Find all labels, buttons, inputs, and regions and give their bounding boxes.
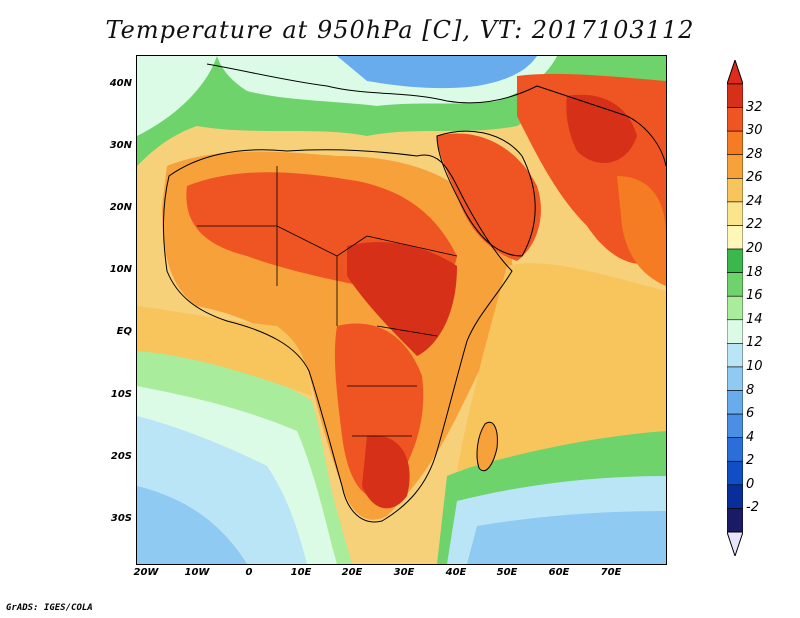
lon-label: 70E bbox=[600, 567, 622, 578]
indian-ocean-tropical bbox=[457, 263, 666, 471]
colorbar-min-arrow bbox=[727, 531, 743, 556]
lat-label: 40N bbox=[109, 78, 132, 89]
colorbar-bin bbox=[727, 319, 743, 344]
lon-label: 20E bbox=[341, 567, 363, 578]
colorbar-bin bbox=[727, 130, 743, 156]
lon-label: 10E bbox=[290, 567, 312, 578]
lon-label: 20W bbox=[133, 567, 159, 578]
colorbar-bin bbox=[727, 201, 743, 226]
colorbar-bin bbox=[727, 295, 743, 321]
north-atlantic-cold bbox=[137, 56, 217, 136]
colorbar-bin bbox=[727, 366, 743, 391]
colorbar-label: 0 bbox=[746, 476, 755, 492]
lat-label: 30S bbox=[110, 513, 132, 524]
colorbar-max-arrow bbox=[727, 60, 743, 85]
colorbar-label: -2 bbox=[746, 500, 759, 516]
lon-label: 10W bbox=[184, 567, 210, 578]
lon-label: 50E bbox=[496, 567, 518, 578]
temperature-map bbox=[137, 56, 666, 564]
africa-coastline bbox=[163, 149, 513, 523]
colorbar-label: 10 bbox=[746, 358, 763, 374]
lon-label: 40E bbox=[445, 567, 467, 578]
colorbar-label: 20 bbox=[746, 241, 763, 257]
madagascar bbox=[476, 421, 498, 472]
colorbar-bin bbox=[727, 225, 743, 250]
india-warm bbox=[617, 176, 666, 286]
colorbar-bin bbox=[727, 484, 743, 509]
lat-label: 30N bbox=[109, 140, 132, 151]
colorbar-label: 22 bbox=[746, 217, 763, 233]
colorbar-bin bbox=[727, 343, 743, 368]
colorbar-label: 14 bbox=[746, 311, 763, 327]
country-borders bbox=[197, 166, 458, 437]
asia-coastline bbox=[536, 85, 666, 167]
lat-label: 10S bbox=[110, 389, 132, 400]
colorbar-bin bbox=[727, 508, 743, 533]
colorbar-label: 18 bbox=[746, 264, 763, 280]
lon-label: 30E bbox=[393, 567, 415, 578]
map-panel bbox=[136, 55, 667, 565]
arabia-coastline bbox=[436, 130, 536, 257]
colorbar-label: 16 bbox=[746, 288, 763, 304]
colorbar-label: 8 bbox=[746, 382, 755, 398]
colorbar-bin bbox=[727, 178, 743, 203]
lat-label: 20N bbox=[109, 202, 132, 213]
colorbar-label: 30 bbox=[746, 123, 763, 139]
colorbar-bin bbox=[727, 272, 743, 297]
colorbar-label: 6 bbox=[746, 406, 755, 422]
lon-label: 60E bbox=[548, 567, 570, 578]
colorbar-bin bbox=[727, 437, 743, 462]
colorbar-bin bbox=[727, 154, 743, 179]
gulf-of-guinea bbox=[137, 306, 312, 396]
colorbar-label: 4 bbox=[746, 429, 755, 445]
colorbar bbox=[727, 60, 743, 556]
colorbar-label: 12 bbox=[746, 335, 763, 351]
lon-label: 0 bbox=[245, 567, 253, 578]
colorbar-bin bbox=[727, 413, 743, 438]
indian-ocean-south-colder bbox=[467, 511, 666, 564]
south-atlantic-coldest bbox=[137, 486, 247, 564]
map-title: Temperature at 950hPa [C], VT: 201710311… bbox=[105, 16, 695, 44]
colorbar-bin bbox=[727, 83, 743, 108]
colorbar-bin bbox=[727, 107, 743, 132]
lat-label: EQ bbox=[116, 326, 132, 337]
sudan-hot bbox=[347, 242, 457, 356]
lat-label: 10N bbox=[109, 264, 132, 275]
colorbar-bin bbox=[727, 390, 743, 415]
colorbar-bin bbox=[727, 460, 743, 486]
europe-colder bbox=[337, 56, 537, 89]
colorbar-label: 26 bbox=[746, 170, 763, 186]
colorbar-bin bbox=[727, 248, 743, 273]
colorbar-label: 2 bbox=[746, 453, 755, 469]
kalahari-hot bbox=[362, 435, 410, 509]
colorbar-label: 24 bbox=[746, 193, 763, 209]
colorbar-label: 32 bbox=[746, 99, 763, 115]
colorbar-label: 28 bbox=[746, 146, 763, 162]
iran-core-hot bbox=[566, 94, 637, 163]
europe-coastline bbox=[206, 63, 538, 104]
grads-credit: GrADS: IGES/COLA bbox=[6, 603, 93, 613]
lat-label: 20S bbox=[110, 451, 132, 462]
arabia-hot bbox=[437, 133, 541, 261]
